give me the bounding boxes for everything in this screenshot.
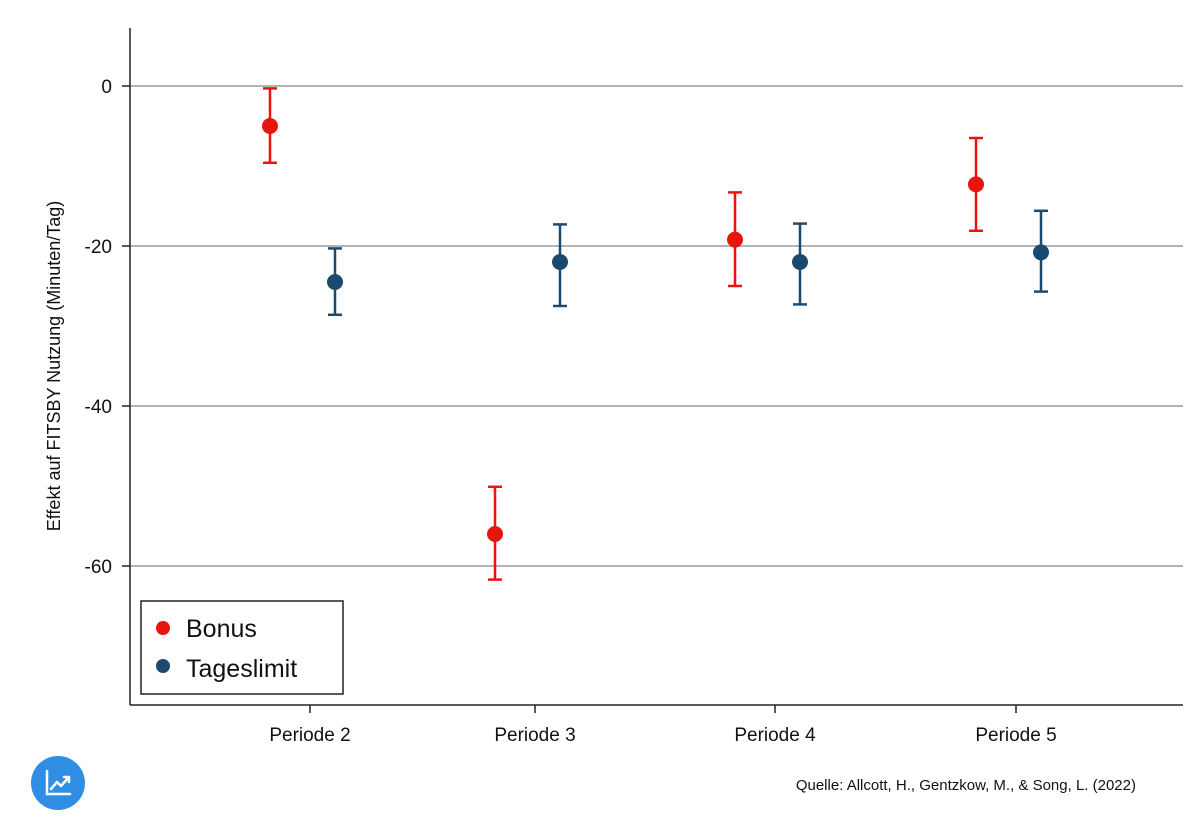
grid-lines (130, 85, 1183, 567)
y-axis-title: Effekt auf FITSBY Nutzung (Minuten/Tag) (44, 201, 64, 532)
legend-label-bonus: Bonus (186, 615, 257, 643)
legend: Bonus Tageslimit (140, 600, 344, 695)
y-tick-label: -40 (85, 397, 112, 418)
point-bonus (487, 526, 503, 542)
errorbar-bonus (487, 485, 503, 581)
y-ticks: 0 -20 -40 -60 (85, 77, 130, 578)
point-bonus (262, 118, 278, 134)
point-tageslimit (1033, 244, 1049, 261)
errorbar-bonus (968, 136, 984, 233)
point-bonus (968, 176, 984, 193)
source-note: Quelle: Allcott, H., Gentzkow, M., & Son… (796, 777, 1136, 794)
errorbar-tageslimit (1033, 209, 1049, 293)
legend-box (140, 600, 344, 695)
axes (129, 28, 1183, 706)
errorbar-bonus (727, 191, 743, 288)
y-tick-label: -60 (85, 557, 112, 578)
point-tageslimit (792, 254, 808, 270)
legend-marker-bonus (156, 621, 170, 635)
point-tageslimit (552, 254, 568, 270)
trend-chart-icon (31, 756, 85, 810)
data-marks (262, 87, 1049, 581)
y-tick-label: -20 (85, 237, 112, 258)
legend-label-tageslimit: Tageslimit (186, 655, 297, 683)
x-tick-label: Periode 4 (734, 725, 816, 746)
errorbar-tageslimit (792, 222, 808, 306)
errorbar-tageslimit (327, 247, 343, 317)
x-tick-label: Periode 2 (269, 725, 350, 746)
x-ticks: Periode 2 Periode 3 Periode 4 Periode 5 (269, 705, 1057, 746)
errorbar-tageslimit (552, 223, 568, 308)
point-bonus (727, 231, 743, 248)
x-tick-label: Periode 3 (494, 725, 575, 746)
legend-marker-tageslimit (156, 659, 170, 673)
point-tageslimit (327, 274, 343, 290)
x-tick-label: Periode 5 (975, 725, 1056, 746)
errorbar-bonus (262, 87, 278, 165)
y-tick-label: 0 (101, 77, 112, 98)
